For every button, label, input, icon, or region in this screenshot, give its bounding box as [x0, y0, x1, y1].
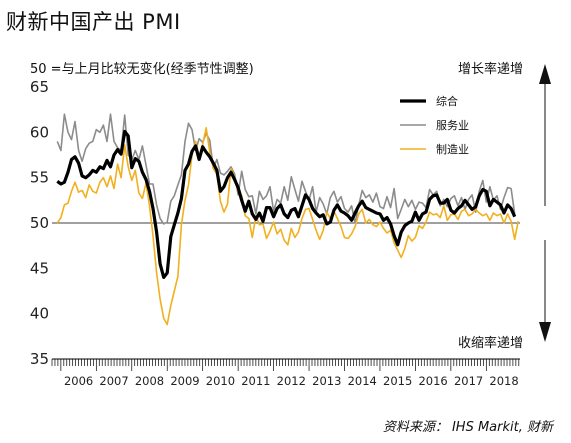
down-arrow-head — [539, 322, 551, 342]
year-label: 2012 — [277, 374, 306, 388]
year-label: 2011 — [241, 374, 270, 388]
composite-series-line — [56, 129, 517, 279]
chart-title: 财新中国产出 PMI — [6, 10, 181, 34]
year-label: 2010 — [206, 374, 235, 388]
source-note: 资料来源： IHS Markit, 财新 — [382, 420, 553, 435]
manufacturing-series-line — [56, 127, 519, 326]
legend-label: 制造业 — [436, 142, 469, 156]
year-label: 2006 — [64, 374, 93, 388]
chart-subtitle: 50 =与上月比较无变化(经季节性调整) — [30, 62, 254, 77]
direction-arrows — [539, 64, 551, 342]
y-tick-label: 60 — [30, 123, 49, 141]
year-label: 2009 — [170, 374, 199, 388]
year-label: 2014 — [348, 374, 377, 388]
y-tick-label: 35 — [30, 350, 49, 368]
y-tick-label: 55 — [30, 169, 49, 187]
year-label: 2017 — [454, 374, 483, 388]
year-label: 2008 — [135, 374, 164, 388]
year-label: 2016 — [418, 374, 447, 388]
y-tick-label: 40 — [30, 305, 49, 323]
y-tick-label: 50 — [30, 214, 49, 232]
y-tick-label: 65 — [30, 78, 49, 96]
year-label: 2007 — [99, 374, 128, 388]
series-layer — [56, 113, 519, 326]
legend-label: 服务业 — [436, 119, 469, 132]
legend-label: 综合 — [436, 94, 458, 108]
year-label: 2015 — [383, 374, 412, 388]
up-arrow-head — [539, 64, 551, 84]
increasing-growth-label: 增长率递增 — [457, 62, 523, 77]
axis-layer: 35 40 45 50 55 60 65 2006 2007 2008 2009 2010 2011 20… — [30, 78, 520, 388]
year-label: 2018 — [489, 374, 518, 388]
year-label: 2013 — [312, 374, 341, 388]
y-tick-label: 45 — [30, 259, 49, 277]
increasing-contraction-label: 收缩率递增 — [457, 336, 523, 351]
